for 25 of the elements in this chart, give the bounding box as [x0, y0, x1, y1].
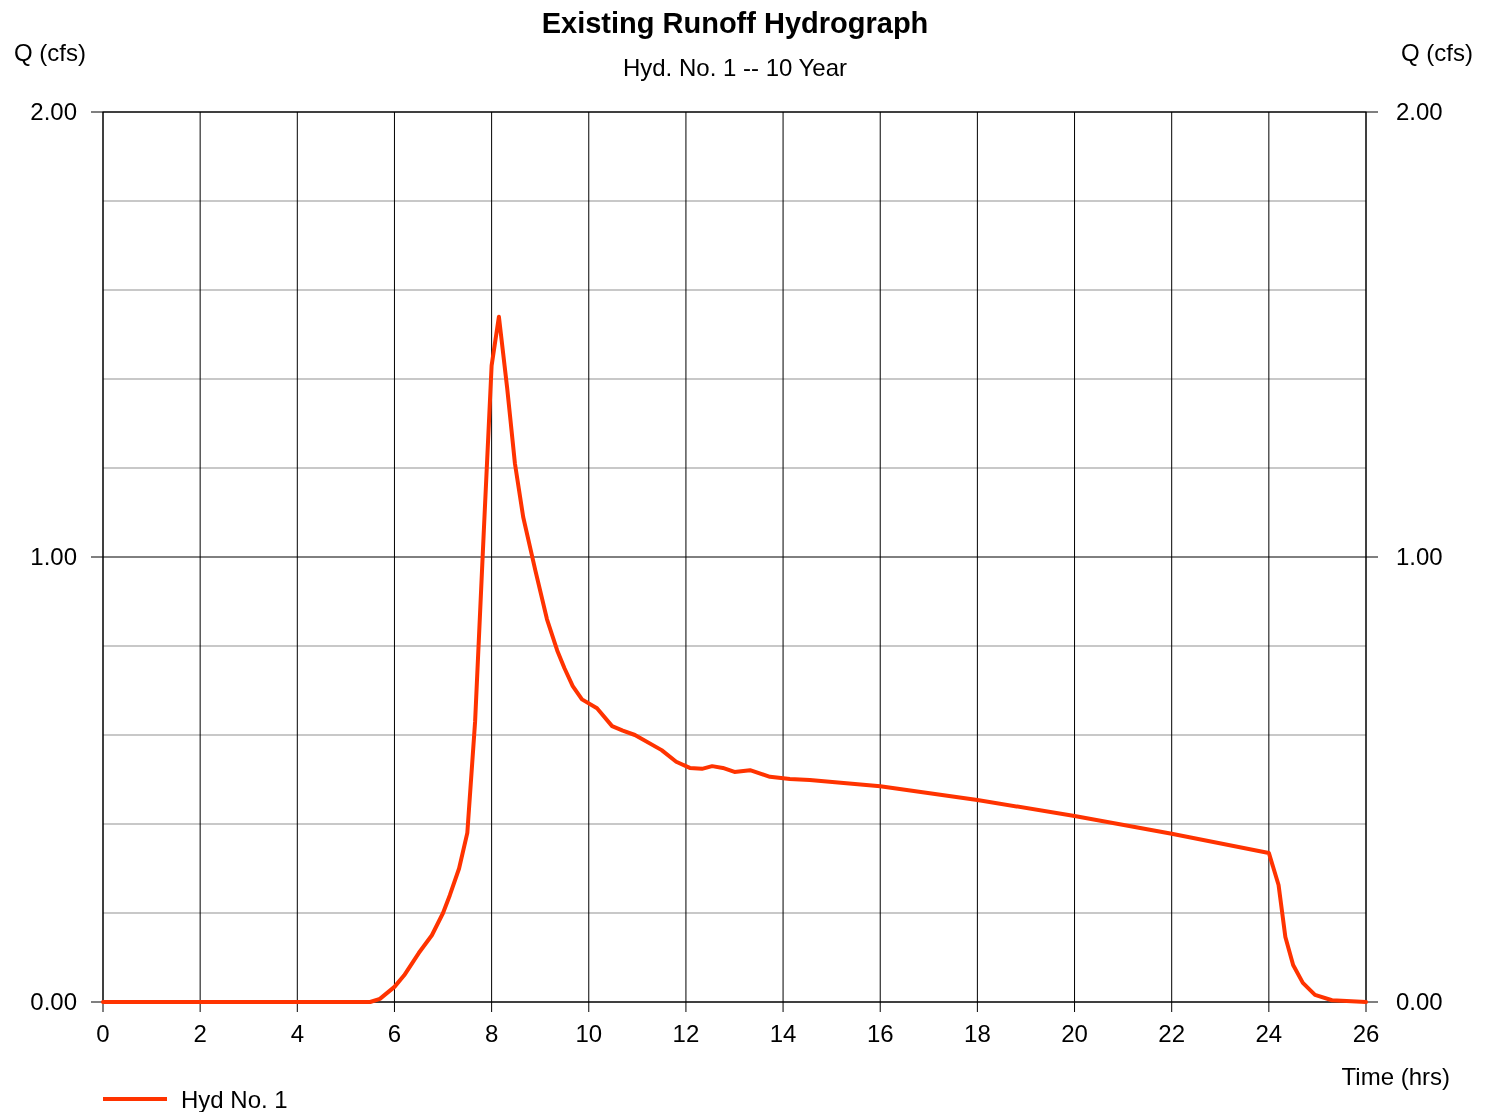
x-tick-label: 22: [1158, 1020, 1186, 1047]
x-tick-label: 26: [1352, 1020, 1380, 1047]
y-tick-label: 0.00: [30, 988, 77, 1015]
y2-tick-label: 1.00: [1396, 543, 1443, 570]
x-tick-label: 6: [387, 1020, 402, 1047]
chart-title: Existing Runoff Hydrograph: [541, 7, 929, 39]
x-tick-label: 18: [964, 1020, 991, 1047]
x-tick-label: 14: [769, 1020, 797, 1047]
y-tick-label: 1.00: [30, 543, 77, 570]
y2-axis-title: Q (cfs): [1401, 39, 1473, 66]
x-tick-label: 4: [290, 1020, 304, 1047]
x-tick-label: 12: [672, 1020, 700, 1047]
y2-tick-label: 2.00: [1396, 98, 1443, 125]
chart-subtitle: Hyd. No. 1 -- 10 Year: [622, 54, 848, 81]
x-tick-label: 20: [1061, 1020, 1088, 1047]
y-tick-label: 2.00: [30, 98, 77, 125]
x-tick-label: 16: [866, 1020, 894, 1047]
x-tick-label: 8: [484, 1020, 499, 1047]
x-tick-label: 24: [1255, 1020, 1283, 1047]
y-axis-title: Q (cfs): [14, 39, 86, 66]
x-tick-label: 2: [193, 1020, 207, 1047]
y2-tick-label: 0.00: [1396, 988, 1443, 1015]
x-tick-label: 10: [575, 1020, 603, 1047]
x-axis-title: Time (hrs): [1341, 1063, 1450, 1090]
x-tick-label: 0: [96, 1020, 110, 1047]
